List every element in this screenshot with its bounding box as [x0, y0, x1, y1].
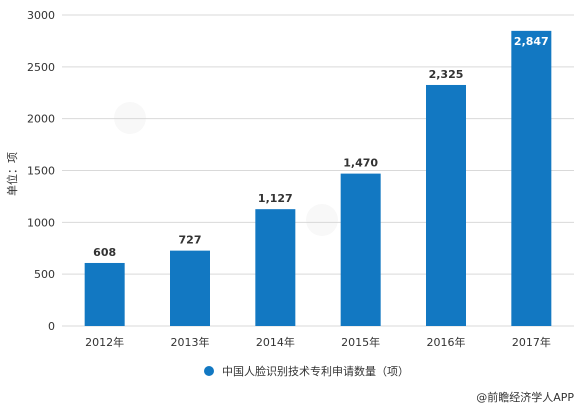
- y-axis-title: 单位：项: [5, 152, 19, 196]
- x-tick-label: 2016年: [427, 335, 466, 349]
- y-tick-label: 2000: [27, 113, 55, 126]
- x-tick-label: 2012年: [85, 335, 124, 349]
- legend: 中国人脸识别技术专利申请数量（项）: [204, 364, 409, 378]
- legend-label: 中国人脸识别技术专利申请数量（项）: [222, 364, 409, 378]
- y-tick-label: 1500: [27, 165, 55, 178]
- bar: [84, 262, 125, 326]
- x-tick-label: 2013年: [171, 335, 210, 349]
- watermark-layer: [114, 102, 338, 236]
- y-axis: 0 500 1000 1500 2000 2500 3000: [27, 9, 55, 333]
- y-tick-label: 500: [34, 268, 55, 281]
- y-tick-label: 3000: [27, 9, 55, 22]
- y-tick-label: 1000: [27, 216, 55, 229]
- watermark-logo: [306, 204, 338, 236]
- x-tick-label: 2014年: [256, 335, 295, 349]
- bar: [426, 84, 466, 326]
- bar: [170, 250, 210, 326]
- data-label: 1,470: [343, 157, 378, 170]
- x-tick-label: 2017年: [512, 335, 551, 349]
- y-tick-label: 0: [48, 320, 55, 333]
- x-tick-label: 2015年: [341, 335, 380, 349]
- bars: [84, 30, 552, 327]
- bar: [511, 30, 552, 327]
- x-axis: 2012年 2013年 2014年 2015年 2016年 2017年: [85, 335, 551, 349]
- source-label: @前瞻经济学人APP: [476, 390, 574, 404]
- data-label: 727: [179, 234, 202, 247]
- data-label: 2,847: [514, 35, 549, 48]
- data-label: 608: [93, 246, 116, 259]
- data-label: 2,325: [429, 68, 464, 81]
- legend-marker: [204, 366, 214, 376]
- data-label: 1,127: [258, 192, 293, 205]
- y-tick-label: 2500: [27, 61, 55, 74]
- bar: [255, 209, 296, 326]
- gridlines: [62, 14, 574, 327]
- watermark-logo: [114, 102, 146, 134]
- bar: [340, 173, 381, 326]
- data-labels: 608 727 1,127 1,470 2,325 2,847: [93, 35, 549, 259]
